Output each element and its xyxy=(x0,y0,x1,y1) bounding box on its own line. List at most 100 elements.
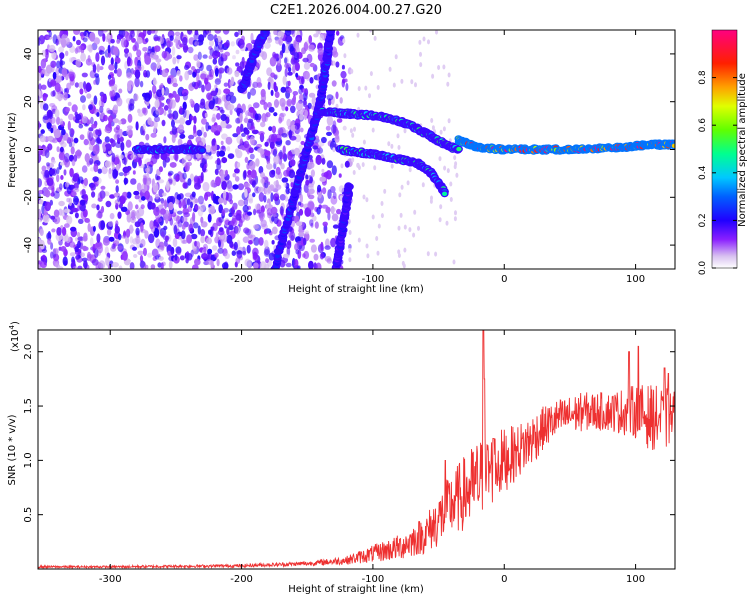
spectrogram-noise-cell xyxy=(185,155,191,160)
spectrogram-noise-cell xyxy=(79,252,85,258)
spectrogram-noise-cell xyxy=(278,112,285,122)
spectrogram-noise-cell xyxy=(226,227,230,236)
spectrogram-noise-cell xyxy=(154,99,160,109)
spectrogram-x-tick-label: -200 xyxy=(230,274,253,285)
spectrogram-noise-cell xyxy=(208,55,213,60)
spectrogram-noise-cell xyxy=(60,175,64,180)
spectrogram-noise-cell xyxy=(135,235,141,244)
spectrogram-noise-cell xyxy=(216,258,220,267)
spectrogram-noise-cell xyxy=(215,176,221,187)
spectrogram-noise-cell xyxy=(295,249,300,255)
spectrogram-noise-cell xyxy=(129,236,134,244)
spectrogram-noise-cell xyxy=(161,50,167,59)
spectrogram-noise-cell xyxy=(96,233,101,243)
spectrogram-noise-cell xyxy=(338,185,345,193)
spectrogram-noise-cell xyxy=(271,240,275,245)
spectrogram-noise-cell xyxy=(171,135,176,143)
spectrogram-noise-cell xyxy=(177,138,183,147)
spectrogram-noise-cell xyxy=(308,183,314,188)
spectrogram-trace-point xyxy=(442,191,448,196)
spectrogram-noise-cell xyxy=(281,43,286,54)
spectrogram-noise-cell xyxy=(49,103,56,107)
spectrogram-noise-cell xyxy=(59,161,65,166)
spectrogram-noise-cell xyxy=(273,81,277,91)
spectrogram-noise-cell xyxy=(69,241,76,248)
spectrogram-noise-cell xyxy=(362,139,366,145)
spectrogram-noise-cell xyxy=(248,147,254,154)
spectrogram-noise-cell xyxy=(208,100,215,110)
spectrogram-noise-cell xyxy=(357,86,361,92)
spectrogram-noise-cell xyxy=(447,72,451,78)
spectrogram-noise-cell xyxy=(294,243,299,251)
spectrogram-noise-cell xyxy=(298,88,303,95)
spectrogram-noise-cell xyxy=(145,133,150,141)
spectrogram-noise-cell xyxy=(195,241,201,249)
spectrogram-noise-cell xyxy=(113,133,118,141)
spectrogram-noise-cell xyxy=(398,192,402,198)
spectrogram-noise-cell xyxy=(296,265,301,269)
spectrogram-noise-cell xyxy=(159,36,164,45)
spectrogram-noise-cell xyxy=(327,211,331,221)
spectrogram-noise-cell xyxy=(348,243,352,250)
spectrogram-noise-cell xyxy=(235,49,240,55)
spectrogram-noise-cell xyxy=(383,188,387,194)
spectrogram-noise-cell xyxy=(216,125,222,133)
spectrogram-noise-cell xyxy=(194,30,199,36)
spectrogram-noise-cell xyxy=(181,216,188,223)
spectrogram-noise-cell xyxy=(371,127,375,133)
spectrogram-noise-cell xyxy=(79,199,86,206)
spectrogram-noise-cell xyxy=(172,110,179,120)
spectrogram-noise-cell xyxy=(165,180,170,191)
spectrogram-noise-cell xyxy=(221,209,226,217)
spectrogram-noise-cell xyxy=(186,234,193,244)
spectrogram-noise-cell xyxy=(142,174,150,179)
spectrogram-noise-cell xyxy=(152,65,157,72)
spectrogram-noise-cell xyxy=(61,67,68,78)
spectrogram-noise-cell xyxy=(40,129,45,134)
spectrogram-noise-cell xyxy=(210,90,218,97)
spectrogram-trace-halo xyxy=(262,21,270,28)
spectrogram-noise-cell xyxy=(165,214,169,224)
spectrogram-noise-cell xyxy=(53,129,61,139)
spectrogram-noise-cell xyxy=(222,30,230,35)
spectrogram-noise-cell xyxy=(203,131,207,138)
spectrogram-noise-cell xyxy=(419,51,422,57)
spectrogram-noise-cell xyxy=(71,191,77,197)
spectrogram-noise-cell xyxy=(106,33,111,39)
spectrogram-noise-cell xyxy=(234,70,240,78)
spectrogram-noise-cell xyxy=(221,180,227,190)
spectrogram-noise-cell xyxy=(435,30,438,35)
spectrogram-noise-cell xyxy=(182,92,188,101)
spectrogram-noise-cell xyxy=(38,208,42,219)
spectrogram-noise-cell xyxy=(336,208,342,215)
figure-title: C2E1.2026.004.00.27.G20 xyxy=(270,3,442,18)
spectrogram-noise-cell xyxy=(81,72,88,78)
spectrogram-noise-cell xyxy=(281,102,286,112)
spectrogram-noise-cell xyxy=(112,118,119,124)
spectrogram-noise-cell xyxy=(142,47,148,52)
spectrogram-noise-cell xyxy=(326,115,334,126)
spectrogram-noise-cell xyxy=(97,168,103,174)
spectrogram-noise-cell xyxy=(256,59,262,68)
spectrogram-noise-cell xyxy=(110,57,114,66)
spectrogram-noise-cell xyxy=(226,192,233,202)
spectrogram-noise-cell xyxy=(48,111,54,120)
spectrogram-noise-cell xyxy=(285,262,292,268)
spectrogram-noise-cell xyxy=(200,73,207,80)
spectrogram-noise-cell xyxy=(309,77,314,84)
spectrogram-noise-cell xyxy=(104,160,112,168)
spectrogram-noise-cell xyxy=(72,173,80,182)
spectrogram-noise-cell xyxy=(364,85,368,91)
spectrogram-noise-cell xyxy=(50,90,56,97)
spectrogram-noise-cell xyxy=(300,140,305,146)
spectrogram-noise-cell xyxy=(135,204,139,210)
spectrogram-noise-cell xyxy=(302,100,308,108)
spectrogram-noise-cell xyxy=(243,140,250,149)
spectrogram-noise-cell xyxy=(260,205,265,213)
spectrogram-noise-cell xyxy=(98,66,104,71)
spectrogram-noise-cell xyxy=(104,143,112,152)
spectrogram-noise-cell xyxy=(332,191,337,200)
spectrogram-noise-cell xyxy=(222,94,227,102)
spectrogram-noise-cell xyxy=(72,187,80,193)
spectrogram-noise-cell xyxy=(91,191,96,198)
